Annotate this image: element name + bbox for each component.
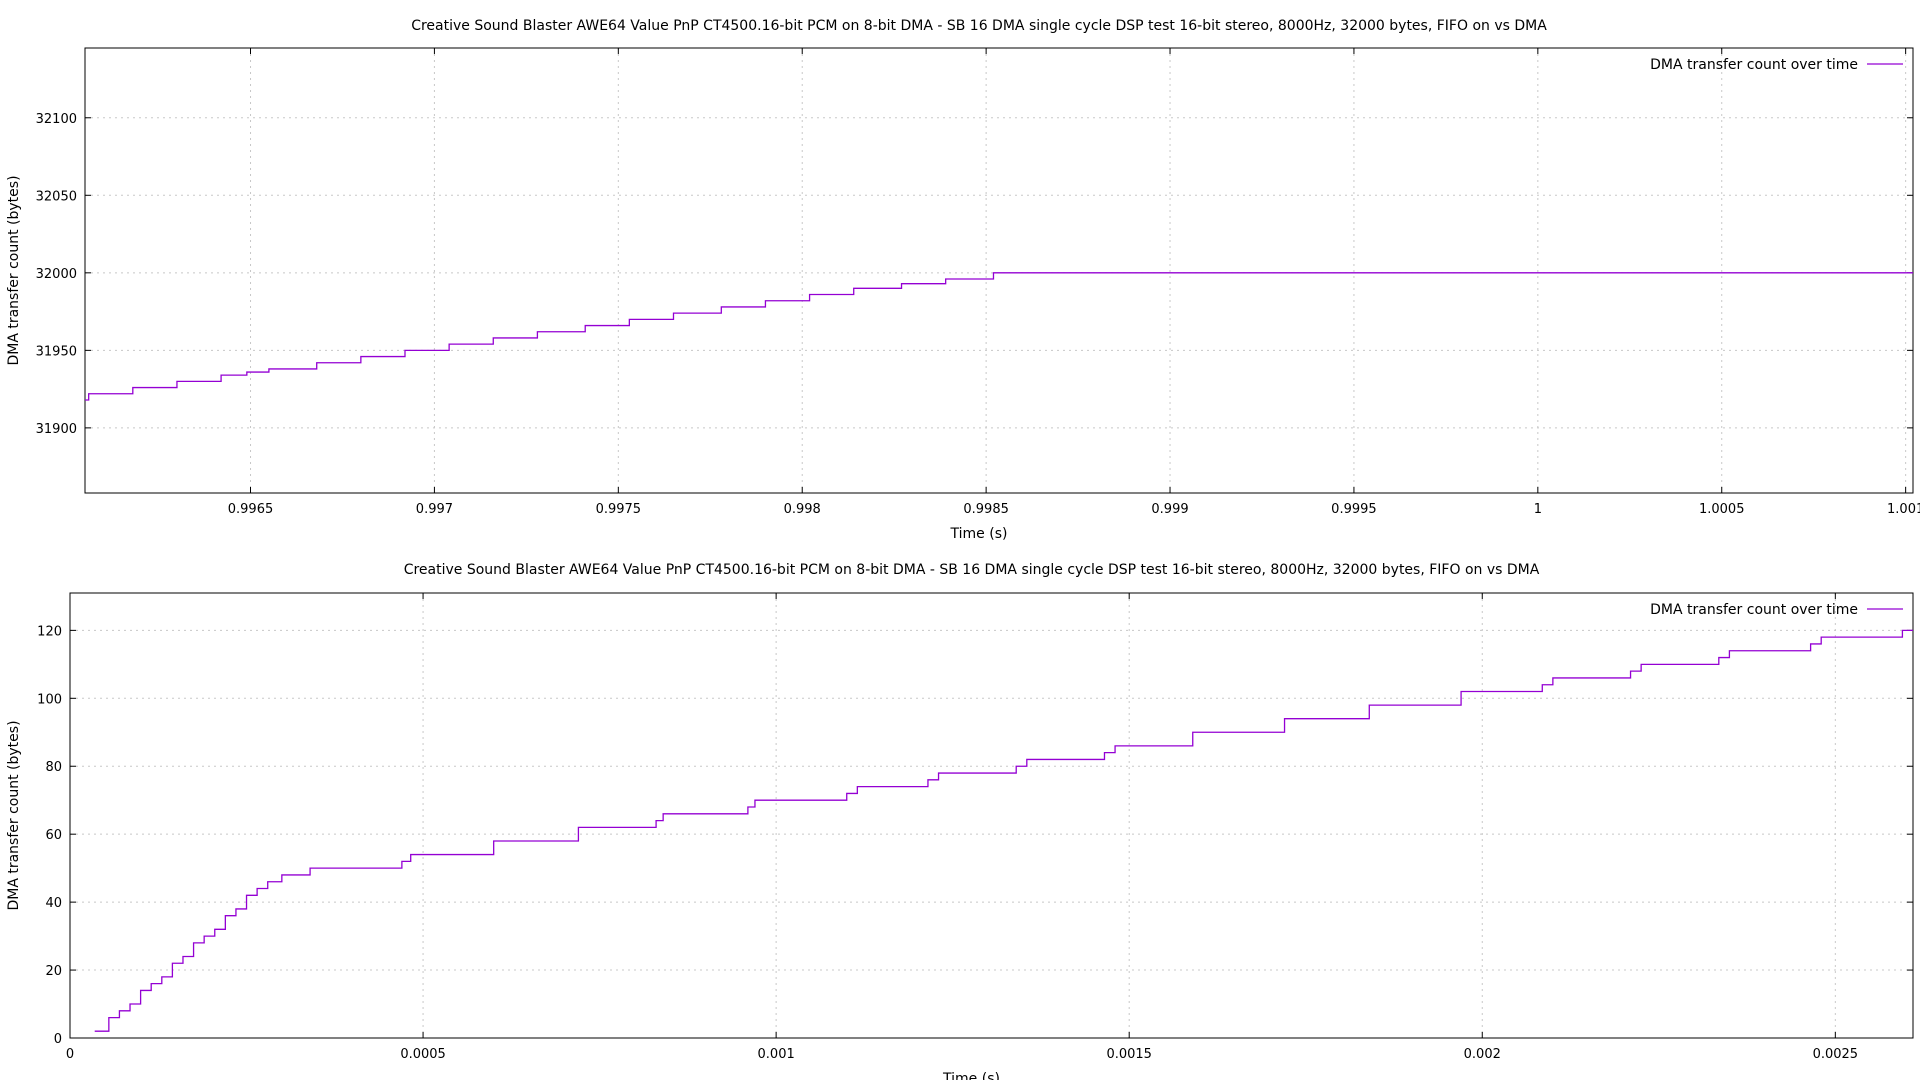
x-tick-label: 0.997: [416, 502, 453, 517]
y-tick-label: 100: [37, 692, 62, 707]
plot-frame: [69, 592, 1914, 1039]
x-tick-label: 0.0005: [400, 1047, 446, 1062]
x-tick-label: 0.9995: [1331, 502, 1377, 517]
y-tick-label: 0: [54, 1032, 62, 1047]
x-tick-label: 1.001: [1887, 502, 1920, 517]
y-tick-label: 31900: [36, 422, 77, 437]
y-axis-label: DMA transfer count (bytes): [6, 175, 22, 365]
x-tick-label: 0.9965: [228, 502, 274, 517]
chart-1: Creative Sound Blaster AWE64 Value PnP C…: [6, 18, 1920, 542]
x-tick-label: 0.001: [758, 1047, 795, 1062]
y-axis-label: DMA transfer count (bytes): [6, 720, 22, 910]
chart-title: Creative Sound Blaster AWE64 Value PnP C…: [404, 562, 1540, 578]
y-tick-label: 80: [45, 760, 62, 775]
series-line: [85, 272, 1913, 401]
x-tick-label: 0.0025: [1813, 1047, 1859, 1062]
x-axis-label: Time (s): [950, 526, 1008, 542]
y-tick-label: 32100: [36, 112, 77, 127]
chart-title: Creative Sound Blaster AWE64 Value PnP C…: [411, 18, 1547, 34]
x-tick-label: 0.9985: [963, 502, 1009, 517]
legend-label: DMA transfer count over time: [1650, 57, 1858, 73]
y-tick-label: 40: [45, 896, 62, 911]
x-tick-label: 1.0005: [1699, 502, 1745, 517]
chart-2: Creative Sound Blaster AWE64 Value PnP C…: [6, 562, 1914, 1084]
x-tick-label: 0.9975: [596, 502, 642, 517]
x-tick-label: 0.002: [1464, 1047, 1501, 1062]
y-tick-label: 32000: [36, 267, 77, 282]
y-tick-label: 120: [37, 624, 62, 639]
series-line: [94, 629, 1913, 1032]
y-tick-label: 60: [45, 828, 62, 843]
x-tick-label: 0: [66, 1047, 74, 1062]
x-tick-label: 0.998: [784, 502, 821, 517]
y-tick-label: 32050: [36, 189, 77, 204]
x-tick-label: 0.0015: [1106, 1047, 1152, 1062]
y-tick-label: 31950: [36, 344, 77, 359]
legend-label: DMA transfer count over time: [1650, 602, 1858, 618]
x-tick-label: 1: [1534, 502, 1542, 517]
x-axis-label: Time (s): [942, 1071, 1000, 1080]
plot-frame: [84, 47, 1914, 494]
y-tick-label: 20: [45, 964, 62, 979]
x-tick-label: 0.999: [1151, 502, 1188, 517]
